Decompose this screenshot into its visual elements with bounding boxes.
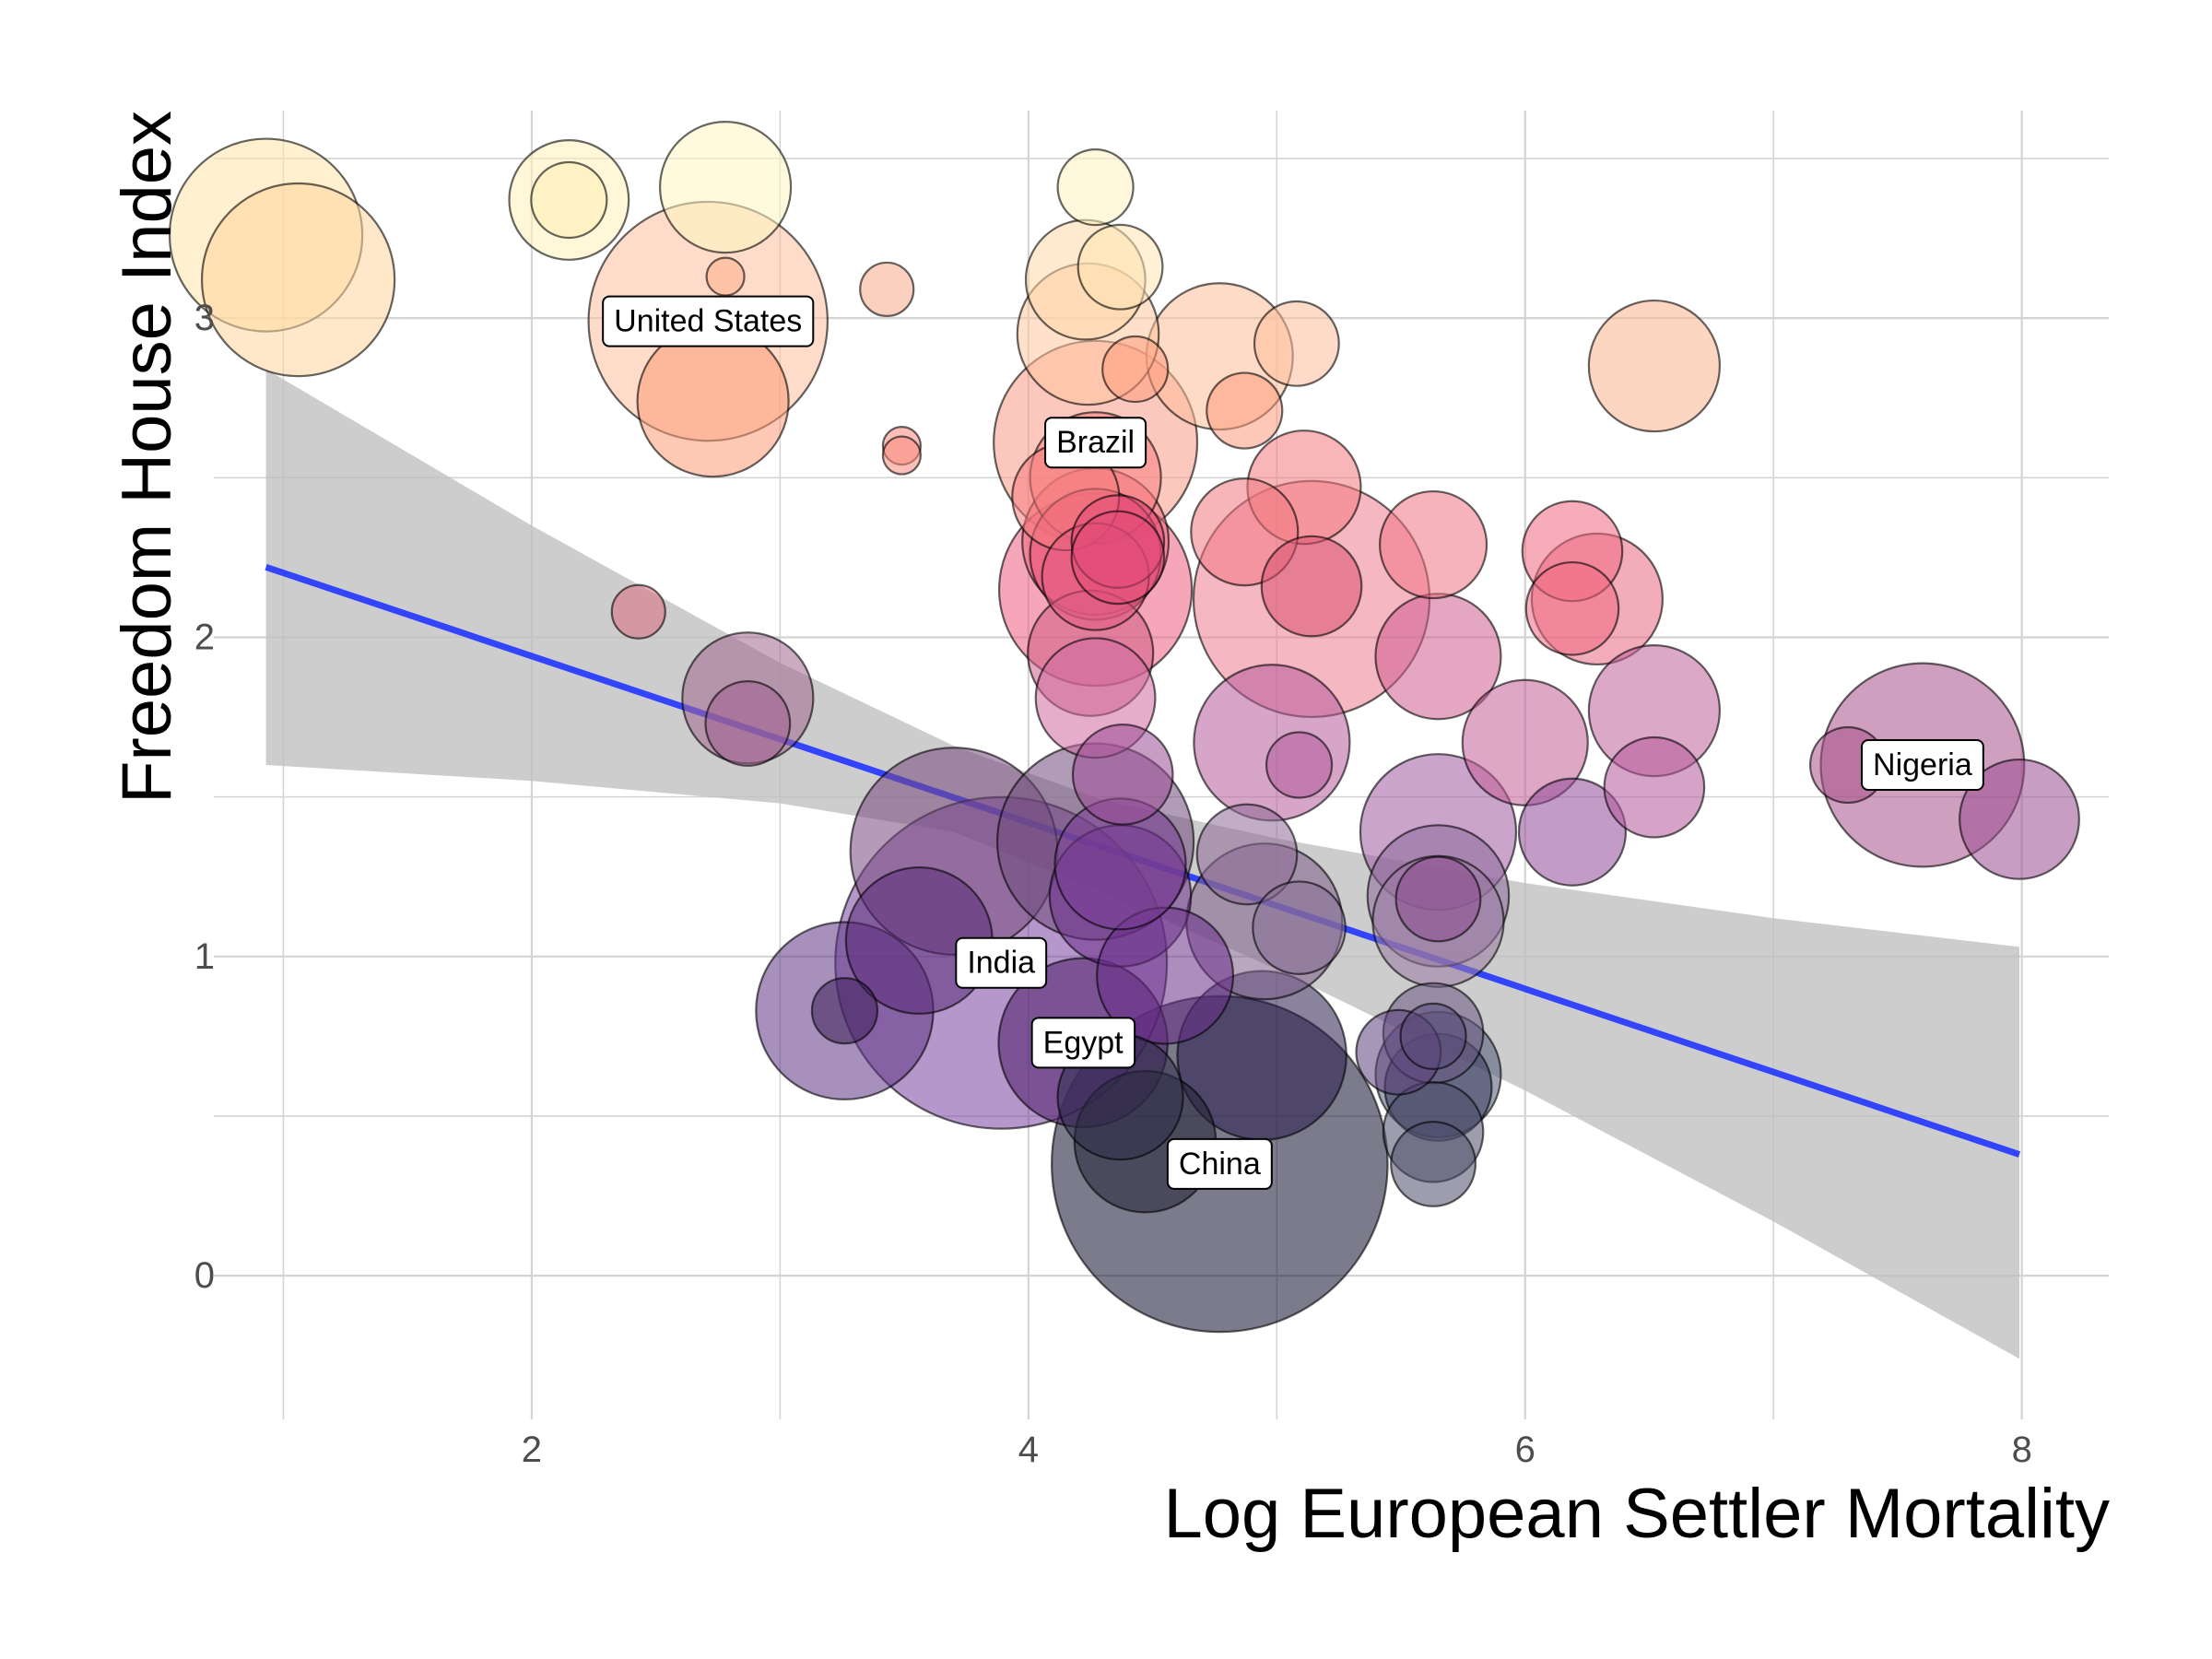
country-label: Brazil <box>1044 417 1147 469</box>
data-point <box>610 583 666 640</box>
y-tick-label: 3 <box>194 298 215 338</box>
x-tick-label: 6 <box>1515 1430 1535 1470</box>
data-point <box>636 324 790 478</box>
y-tick-label: 1 <box>194 936 215 977</box>
data-point <box>1603 735 1706 839</box>
data-point <box>810 977 879 1045</box>
data-point <box>1253 300 1340 387</box>
data-point <box>1959 758 2080 880</box>
tick-label-layer: 2 4 6 8 0 1 2 3 <box>194 298 2032 1470</box>
data-point <box>1265 731 1334 799</box>
data-point <box>1195 803 1299 906</box>
data-point <box>1524 560 1620 656</box>
data-point <box>530 160 608 240</box>
country-label: China <box>1166 1137 1273 1190</box>
x-tick-label: 4 <box>1018 1430 1039 1470</box>
data-point <box>1260 535 1363 638</box>
country-label-box <box>602 295 815 347</box>
country-label-text: China <box>1179 1147 1261 1182</box>
data-point <box>200 182 396 378</box>
data-point <box>1070 510 1166 606</box>
data-points-layer <box>168 121 2080 1334</box>
country-label: India <box>955 936 1048 989</box>
data-point <box>705 256 746 297</box>
data-point <box>1517 777 1628 887</box>
data-point <box>1378 489 1488 600</box>
data-point <box>1077 223 1164 311</box>
country-label-text: India <box>967 946 1035 981</box>
data-point <box>881 435 923 476</box>
data-point <box>1399 1002 1467 1070</box>
data-point <box>1193 664 1351 822</box>
y-tick-label: 0 <box>194 1255 215 1296</box>
country-label-box <box>1166 1137 1273 1190</box>
country-label-text: Egypt <box>1043 1025 1124 1060</box>
x-tick-label: 8 <box>2012 1430 2032 1470</box>
y-tick-label: 2 <box>194 617 215 657</box>
x-tick-label: 2 <box>522 1430 542 1470</box>
data-point <box>1390 1120 1477 1207</box>
country-label-text: Brazil <box>1056 425 1135 460</box>
data-point <box>1056 148 1135 227</box>
country-label-box <box>1044 417 1147 469</box>
country-label-box <box>1030 1017 1136 1069</box>
y-axis-title: Freedom House Index <box>108 111 186 804</box>
country-label: Egypt <box>1030 1017 1136 1069</box>
callout-layer: United States Brazil Nigeria India Egypt Chin… <box>602 295 1984 1190</box>
country-label-box <box>955 936 1048 989</box>
data-point <box>1101 335 1170 404</box>
data-point <box>1394 855 1482 943</box>
country-label: Nigeria <box>1861 739 1984 791</box>
data-point <box>1206 371 1284 450</box>
data-point <box>704 680 792 767</box>
country-label-box <box>1861 739 1984 791</box>
data-point <box>1587 299 1721 433</box>
x-axis-title: Log European Settler Mortality <box>1163 1475 2110 1553</box>
data-point <box>1252 880 1347 975</box>
data-point <box>658 121 793 254</box>
country-label-text: United States <box>614 304 802 339</box>
data-point <box>1071 724 1174 826</box>
country-label-text: Nigeria <box>1873 747 1972 782</box>
data-point <box>859 261 915 318</box>
country-label: United States <box>602 295 815 347</box>
